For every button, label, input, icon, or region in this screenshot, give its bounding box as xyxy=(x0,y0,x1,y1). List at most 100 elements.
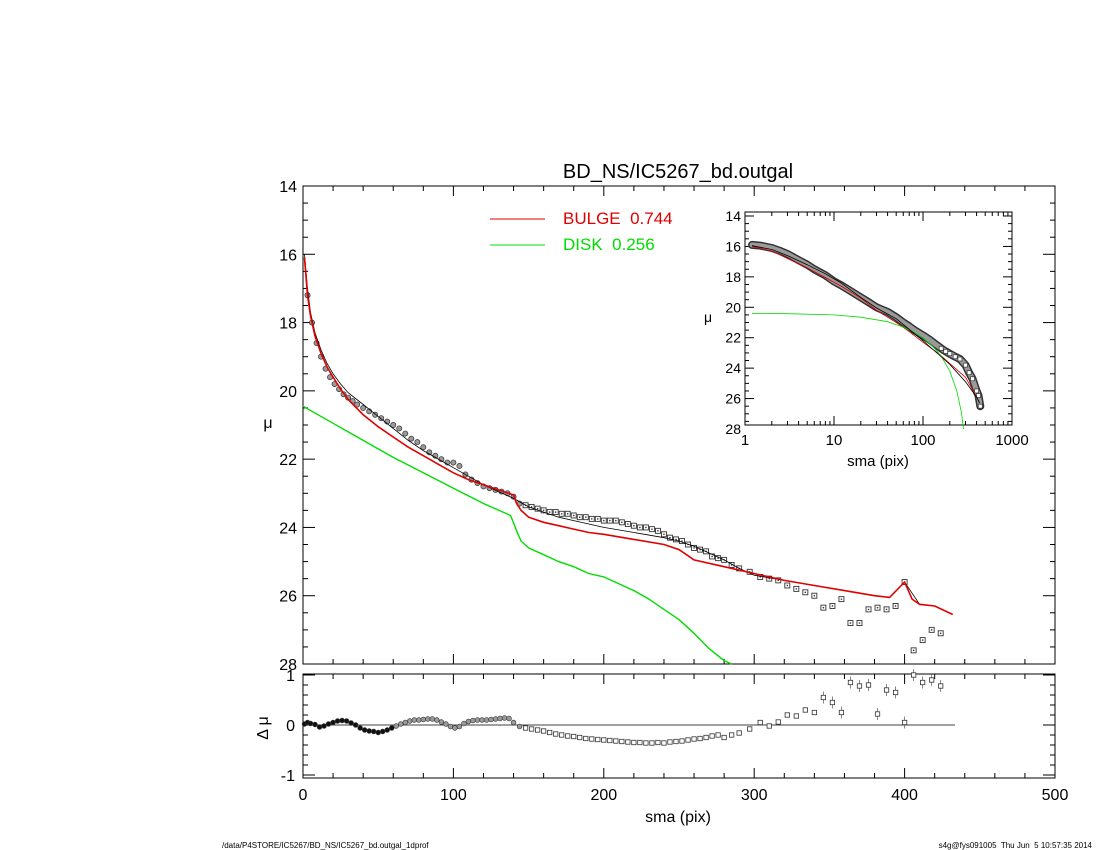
residual-point xyxy=(425,716,431,722)
residual-point xyxy=(312,721,318,728)
data-point-center xyxy=(867,608,870,611)
main-y-tick-label: 26 xyxy=(279,589,297,606)
inset-y-axis-label: μ xyxy=(704,309,712,325)
data-point-center xyxy=(639,526,641,529)
disk-line xyxy=(302,405,732,665)
inset-data-point xyxy=(947,351,953,357)
residual-point xyxy=(811,709,817,716)
residual-point xyxy=(348,720,354,726)
residual-point xyxy=(434,717,440,723)
data-point-center xyxy=(603,519,605,522)
data-point-center xyxy=(813,594,816,597)
data-point-center xyxy=(609,519,611,522)
residual-point xyxy=(334,718,341,724)
data-point-center xyxy=(627,523,629,525)
data-point xyxy=(414,439,421,446)
residual-point xyxy=(703,734,709,741)
inset-disk-line xyxy=(751,313,964,430)
data-point-center xyxy=(578,516,581,518)
residual-point xyxy=(920,679,926,686)
residual-point xyxy=(541,728,547,734)
x-tick-label: 400 xyxy=(891,787,918,804)
residual-y-axis-label: Δ μ xyxy=(255,716,272,739)
data-point-center xyxy=(885,608,888,611)
residual-point xyxy=(389,725,395,731)
inset-plot-frame xyxy=(744,211,1013,426)
residual-plot-frame xyxy=(302,673,1056,779)
residual-point xyxy=(601,737,607,743)
data-point xyxy=(408,435,415,442)
data-point-center xyxy=(554,511,557,513)
residual-point xyxy=(784,712,790,718)
inset-data-point xyxy=(943,349,949,354)
inset-log-panel: 14 16 18 20 22 24 26 28 1 10 100 1000 μ sma (pix) xyxy=(704,208,1029,470)
residual-point xyxy=(316,724,323,730)
residual-point xyxy=(479,717,485,723)
residual-point xyxy=(535,727,541,733)
residual-point xyxy=(631,739,637,746)
data-point-center xyxy=(831,605,834,607)
residual-point xyxy=(874,711,881,717)
residual-point xyxy=(571,733,577,740)
inset-data-point xyxy=(957,356,963,362)
data-point-center xyxy=(912,649,915,652)
residual-point xyxy=(506,715,512,722)
inset-y-tick-label: 28 xyxy=(725,421,741,437)
main-y-tick-label: 24 xyxy=(279,520,297,537)
residual-point xyxy=(497,715,503,722)
residual-point xyxy=(757,719,763,726)
residual-point xyxy=(637,739,643,746)
x-tick-label: 0 xyxy=(299,787,308,804)
residual-point xyxy=(667,739,673,745)
residual-point xyxy=(407,718,413,724)
inset-data-point xyxy=(976,393,981,398)
residual-point xyxy=(416,717,422,723)
main-y-tick-label: 28 xyxy=(279,657,297,674)
data-point-center xyxy=(930,629,933,631)
data-point-center xyxy=(939,632,942,635)
residual-point xyxy=(892,689,899,696)
residual-point xyxy=(465,718,472,725)
residual-point xyxy=(370,728,377,735)
residual-point xyxy=(325,721,332,727)
residual-point xyxy=(402,719,408,726)
residual-point xyxy=(510,719,517,726)
x-tick-label: 500 xyxy=(1042,787,1069,804)
footer-timestamp: s4g@fys091005 Thu Jun 5 10:57:35 2014 xyxy=(939,841,1093,850)
residual-point xyxy=(856,683,863,689)
residual-point xyxy=(938,683,944,689)
residual-point xyxy=(443,721,449,727)
residual-point xyxy=(384,727,390,733)
inset-y-tick-label: 22 xyxy=(725,330,741,346)
data-point-center xyxy=(645,526,647,529)
data-point-center xyxy=(657,530,659,532)
inset-data-point xyxy=(938,346,944,351)
residual-point xyxy=(343,718,350,724)
data-point xyxy=(450,459,457,466)
residual-panel: 10-1 0 100 200 300 400 500 Δ μ sma (pix) xyxy=(255,668,1068,826)
data-point-center xyxy=(633,524,635,527)
x-tick-label: 200 xyxy=(590,787,617,804)
residual-y-tick-label: 0 xyxy=(286,718,295,735)
data-point-center xyxy=(675,538,677,541)
residual-point xyxy=(625,739,631,745)
data-point-center xyxy=(858,622,861,624)
residual-point xyxy=(902,719,908,726)
bulge-line xyxy=(303,257,954,616)
data-point-center xyxy=(777,579,780,582)
residual-point xyxy=(685,737,691,743)
residual-point xyxy=(488,716,494,723)
data-point xyxy=(402,430,409,437)
residual-point xyxy=(483,717,490,723)
residual-point xyxy=(447,723,454,730)
inset-y-tick-label: 16 xyxy=(725,238,741,254)
chart-title: BD_NS/IC5267_bd.outgal xyxy=(563,161,793,183)
data-point-center xyxy=(584,516,587,518)
residual-point xyxy=(529,726,535,732)
residual-point xyxy=(793,713,799,719)
residual-point xyxy=(559,732,565,738)
inset-data-point xyxy=(974,388,979,394)
data-point xyxy=(456,463,463,469)
residual-point xyxy=(697,735,703,742)
residual-point xyxy=(829,699,836,706)
